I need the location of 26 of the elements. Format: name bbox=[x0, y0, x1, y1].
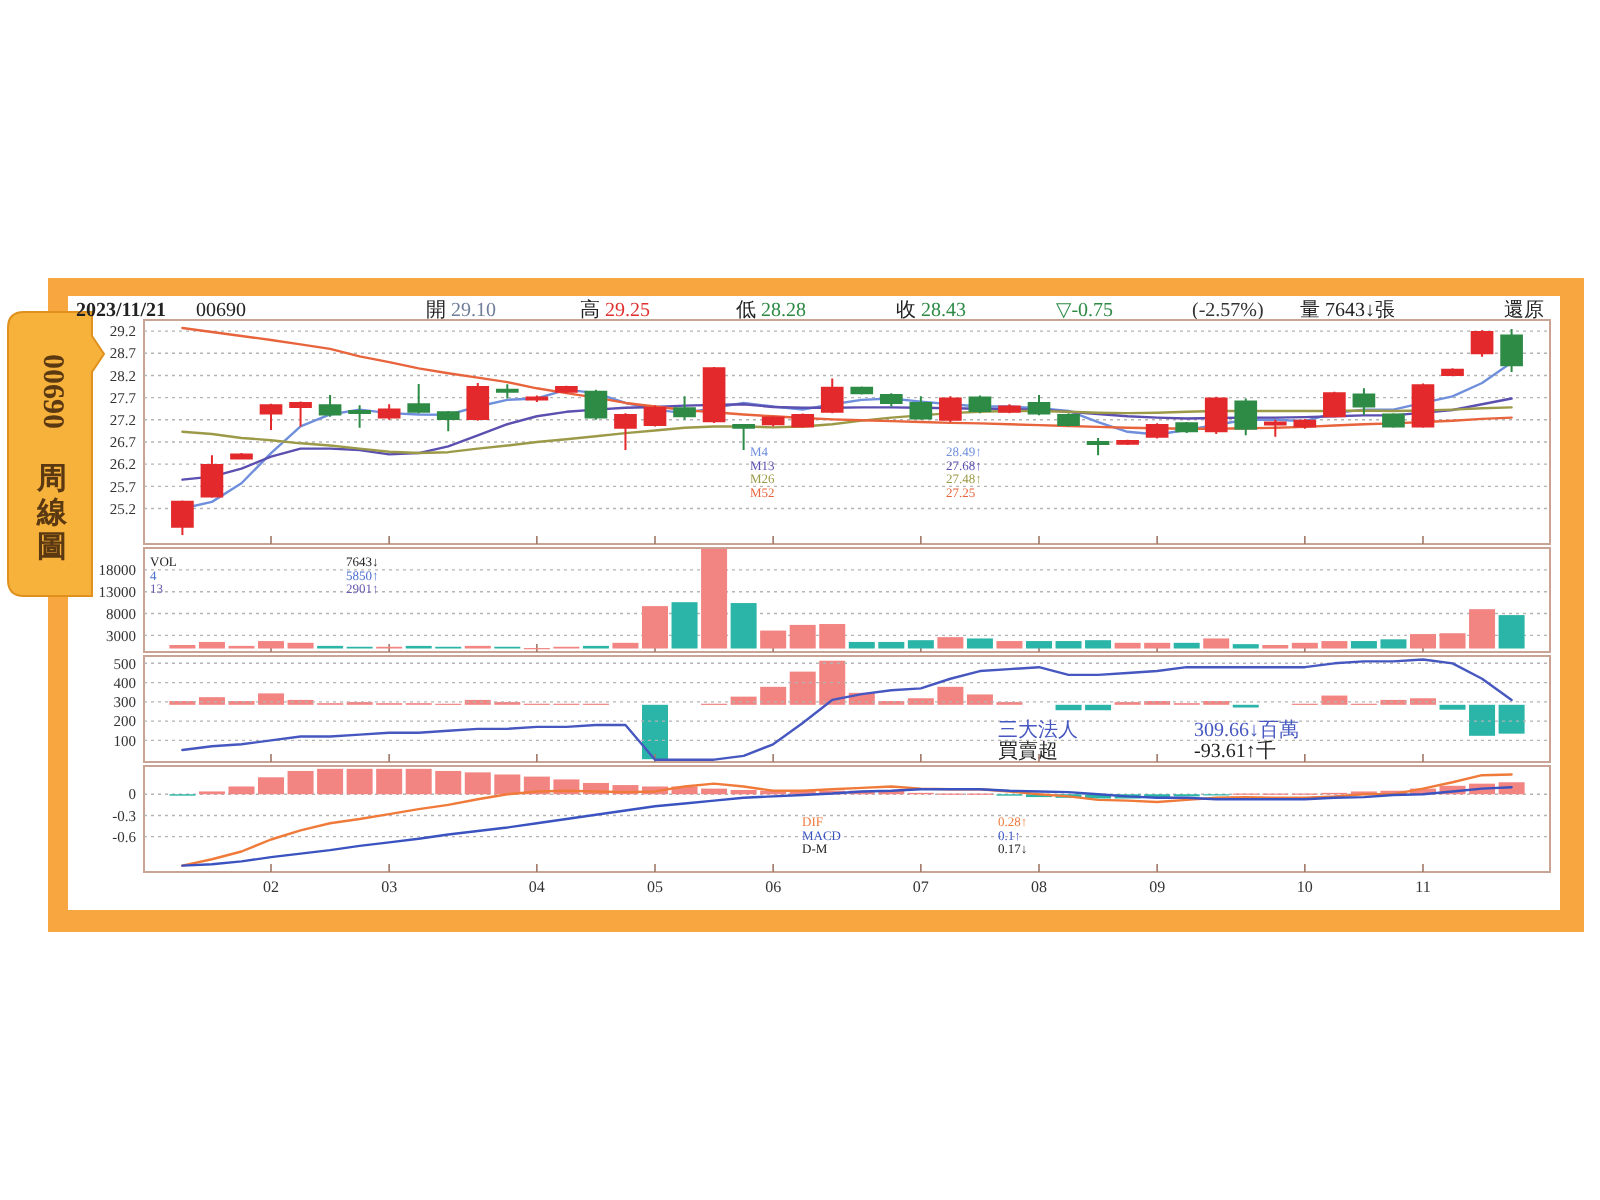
x-tick-label: 04 bbox=[528, 878, 545, 896]
annotation: 00690 bbox=[196, 300, 246, 322]
annotation: 低 28.28 bbox=[736, 300, 806, 322]
annotation: 309.66↓百萬 bbox=[1194, 718, 1299, 742]
text: 周線圖 bbox=[35, 462, 69, 564]
text: 00690 bbox=[36, 354, 68, 429]
annotation: 買賣超 bbox=[998, 739, 1058, 763]
x-tick-label: 05 bbox=[647, 878, 663, 896]
annotation: 高 29.25 bbox=[580, 298, 650, 322]
annotation: -93.61↑千 bbox=[1194, 739, 1276, 763]
x-tick-label: 06 bbox=[765, 878, 782, 896]
x-tick-label: 10 bbox=[1296, 878, 1313, 896]
x-tick-label: 08 bbox=[1031, 878, 1047, 896]
annotation: 開 29.10 bbox=[426, 300, 496, 322]
x-tick-label: 02 bbox=[263, 878, 280, 896]
annotation: (-2.57%) bbox=[1192, 300, 1264, 322]
annotation: 量 7643↓張 bbox=[1300, 300, 1395, 322]
x-tick-label: 11 bbox=[1415, 878, 1431, 896]
x-tick-label: 03 bbox=[381, 878, 398, 896]
annotation: 還原 bbox=[1504, 298, 1544, 322]
text: 三大法人 bbox=[998, 718, 1078, 742]
annotation: 2023/11/21 bbox=[76, 300, 167, 322]
x-tick-label: 07 bbox=[912, 878, 929, 896]
x-tick-label: 09 bbox=[1149, 878, 1166, 896]
annotation: 收 28.43 bbox=[896, 300, 966, 322]
annotation: ▽-0.75 bbox=[1056, 300, 1114, 322]
